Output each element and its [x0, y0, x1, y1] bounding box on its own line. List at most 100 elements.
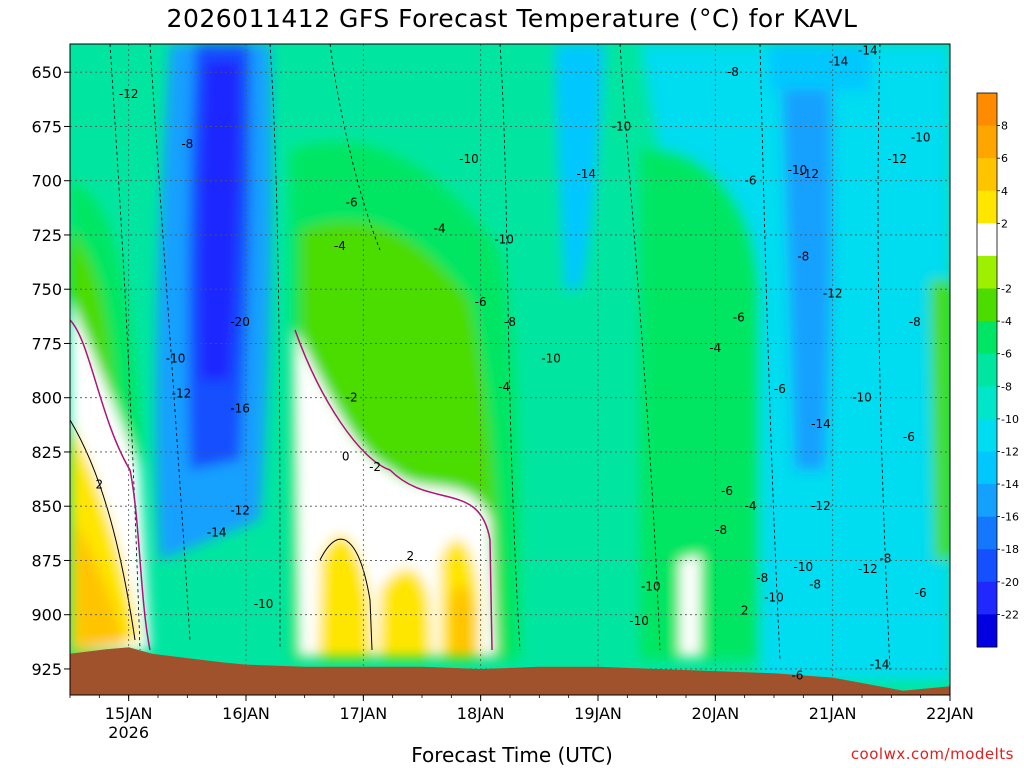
- field-green-east: [640, 148, 760, 661]
- colorbar-swatch: [977, 93, 997, 127]
- contour-label: -10: [459, 152, 479, 166]
- colorbar-swatch: [977, 386, 997, 420]
- field-lime-22jan: [930, 280, 950, 560]
- contour-label: -4: [745, 499, 757, 513]
- contour-label: -14: [829, 54, 849, 68]
- contour-label: 2: [406, 549, 414, 563]
- contour-line: [269, 44, 281, 651]
- ground-surface: [70, 647, 950, 695]
- contour-label: -20: [230, 315, 250, 329]
- contour-label: -8: [727, 65, 739, 79]
- contour-label: 0: [342, 449, 350, 463]
- y-tick-label: 725: [31, 226, 62, 245]
- contour-line: [329, 44, 381, 251]
- colorbar-label: 6: [1001, 152, 1008, 165]
- x-tick-label: 15JAN: [105, 704, 153, 723]
- colorbar-swatch: [977, 418, 997, 452]
- colorbar-swatch: [977, 288, 997, 322]
- contour-label: -12: [799, 167, 819, 181]
- colorbar-label: -12: [1001, 445, 1019, 458]
- colorbar-swatch: [977, 125, 997, 159]
- contour-line: [877, 44, 891, 671]
- contour-line: [149, 44, 191, 641]
- x-tick-label: 19JAN: [574, 704, 622, 723]
- colorbar-swatch: [977, 484, 997, 518]
- y-tick-label: 675: [31, 117, 62, 136]
- contour-label: 2: [96, 478, 104, 492]
- colorbar-swatch: [977, 223, 997, 257]
- colorbar-label: -16: [1001, 511, 1019, 524]
- source-credit: coolwx.com/modelts: [850, 745, 1014, 763]
- contour-label: -6: [903, 430, 915, 444]
- x-axis-title: Forecast Time (UTC): [411, 743, 613, 767]
- colorbar-label: -22: [1001, 608, 1019, 621]
- contour-label: -6: [774, 382, 786, 396]
- colorbar-frame: [976, 92, 998, 648]
- contour-label: -10: [641, 580, 661, 594]
- y-tick-label: 825: [31, 443, 62, 462]
- field-yellow-central-b: [378, 568, 432, 655]
- colorbar-label: -2: [1001, 283, 1012, 296]
- colorbar-label: 4: [1001, 185, 1008, 198]
- contour-line: [499, 44, 521, 651]
- field-cold-top-21jan: [770, 44, 870, 90]
- y-tick-label: 750: [31, 280, 62, 299]
- field-core-deep: [199, 60, 240, 380]
- contour-label: -8: [756, 571, 768, 585]
- contour-label: -8: [797, 250, 809, 264]
- contour-label: -10: [541, 352, 561, 366]
- contour-label: -14: [811, 417, 831, 431]
- x-tick-label: 21JAN: [809, 704, 857, 723]
- contour-label: 2: [741, 603, 749, 617]
- colorbar: 8 6 4 2 -2 -4 -6 -8 -10 -12 -14 -16 -18 -20 -22: [976, 92, 1019, 648]
- contour-label: -12: [823, 287, 843, 301]
- contour-label: -2: [346, 391, 358, 405]
- contour-label: -12: [858, 562, 878, 576]
- colorbar-label: -10: [1001, 413, 1019, 426]
- contour-label: -10: [166, 352, 186, 366]
- field-orange-central: [450, 584, 474, 655]
- contour-zero-central: [294, 329, 493, 651]
- y-axis: 650 675 700 725 750 775 800 825 850 875 900 925: [31, 63, 70, 679]
- contour-label: -12: [887, 152, 907, 166]
- contour-lines: [70, 44, 891, 671]
- colorbar-swatch: [977, 516, 997, 550]
- contour-label: -6: [475, 295, 487, 309]
- contour-label: -14: [858, 44, 878, 58]
- field-white-20jan: [680, 555, 700, 655]
- contour-label: -4: [434, 221, 446, 235]
- x-tick-label: 17JAN: [339, 704, 387, 723]
- contour-label: -14: [207, 525, 227, 539]
- x-tick-label: 22JAN: [926, 704, 974, 723]
- contour-label: -12: [119, 87, 139, 101]
- contour-label: -6: [721, 484, 733, 498]
- y-tick-label: 875: [31, 551, 62, 570]
- y-tick-label: 775: [31, 334, 62, 353]
- temperature-field: [70, 44, 950, 680]
- gridlines: [70, 44, 950, 695]
- contour-label: -10: [254, 597, 274, 611]
- field-cold-column-21jan: [780, 44, 833, 470]
- contour-label: -14: [576, 167, 596, 181]
- contour-label: -8: [715, 523, 727, 537]
- contour-label: -6: [791, 668, 803, 682]
- contour-label: -10: [764, 590, 784, 604]
- colorbar-label: -4: [1001, 315, 1012, 328]
- contour-label: -6: [915, 586, 927, 600]
- colorbar-label: 2: [1001, 217, 1008, 230]
- contour-line: [759, 44, 781, 661]
- contour-label: -8: [504, 315, 516, 329]
- colorbar-swatch: [977, 614, 997, 648]
- contour-label: -6: [733, 310, 745, 324]
- contour-labels: -12-8-10-12-16-20-12-14-102-6-4-20-22-4-…: [96, 44, 931, 682]
- y-tick-label: 650: [31, 63, 62, 82]
- contour-label: -8: [809, 577, 821, 591]
- colorbar-label: -20: [1001, 576, 1019, 589]
- y-tick-label: 900: [31, 606, 62, 625]
- colorbar-label: 8: [1001, 120, 1008, 133]
- field-orange-west: [75, 520, 125, 650]
- contour-label: -4: [334, 239, 346, 253]
- colorbar-swatch: [977, 158, 997, 192]
